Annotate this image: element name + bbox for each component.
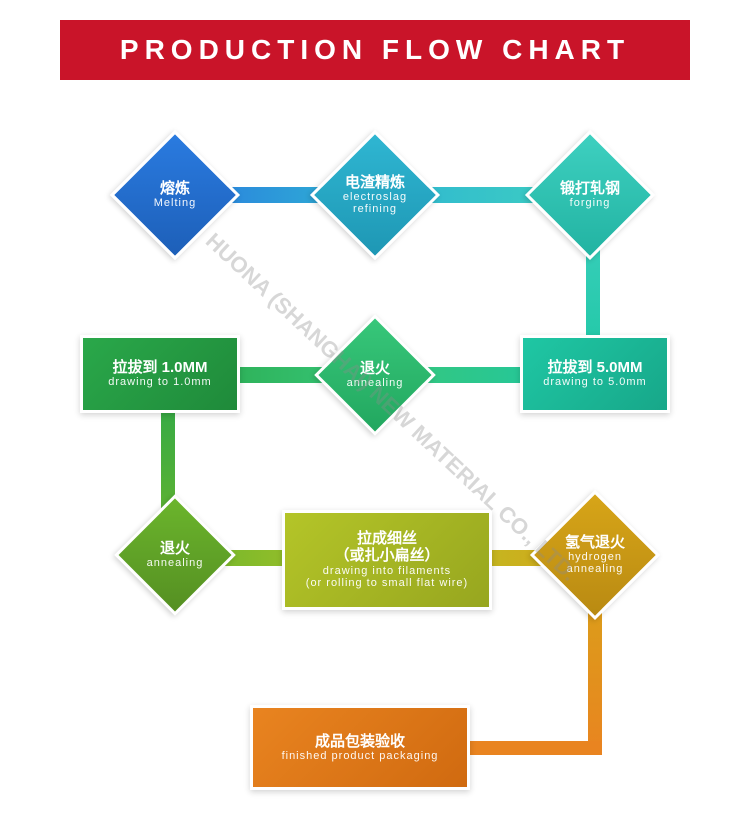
node-cn: 锻打轧钢	[560, 181, 620, 198]
node-cn: 拉成细丝 （或扎小扁丝）	[334, 530, 439, 565]
node-cn: 退火	[360, 361, 390, 378]
node-cn: 熔炼	[160, 181, 190, 198]
node-cn: 拉拔到 5.0MM	[547, 359, 642, 376]
flowchart-canvas: 熔炼Melting 电渣精炼electroslag refining 锻打轧钢for…	[0, 0, 750, 820]
node-cn: 拉拔到 1.0MM	[112, 359, 207, 376]
node-en: annealing	[147, 557, 204, 569]
node-n4: 拉拔到 5.0MMdrawing to 5.0mm	[520, 335, 670, 413]
node-n3: 锻打轧钢forging	[544, 149, 636, 241]
node-en: annealing	[347, 377, 404, 389]
node-en: drawing to 5.0mm	[543, 376, 646, 389]
node-n9: 氢气退火hydrogen annealing	[549, 509, 641, 601]
node-cn: 成品包装验收	[315, 733, 405, 750]
node-n5: 退火annealing	[332, 332, 418, 418]
node-en: drawing into filaments (or rolling to sm…	[306, 565, 468, 590]
node-n6: 拉拔到 1.0MMdrawing to 1.0mm	[80, 335, 240, 413]
node-n8: 拉成细丝 （或扎小扁丝）drawing into filaments (or r…	[282, 510, 492, 610]
node-en: drawing to 1.0mm	[108, 376, 211, 389]
node-cn: 退火	[160, 541, 190, 558]
node-n7: 退火annealing	[132, 512, 218, 598]
node-n2: 电渣精炼electroslag refining	[329, 149, 421, 241]
node-en: forging	[570, 197, 611, 209]
node-n10: 成品包装验收finished product packaging	[250, 705, 470, 790]
node-cn: 氢气退火	[565, 535, 625, 552]
node-en: Melting	[154, 197, 196, 209]
node-en: finished product packaging	[282, 750, 439, 763]
node-en: electroslag refining	[335, 191, 415, 215]
node-en: hydrogen annealing	[555, 551, 635, 575]
node-n1: 熔炼Melting	[129, 149, 221, 241]
node-cn: 电渣精炼	[345, 175, 405, 192]
